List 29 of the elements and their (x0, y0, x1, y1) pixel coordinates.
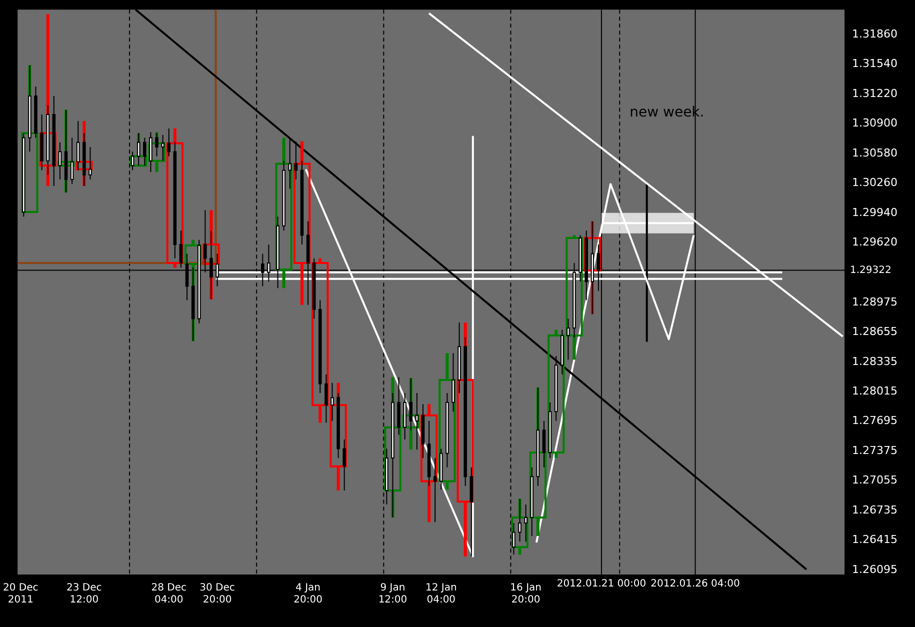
y-tick-label: 1.30580 (852, 146, 898, 160)
y-tick-label: 1.31220 (852, 86, 898, 100)
y-tick-label: 1.26415 (852, 533, 898, 546)
y-tick-label: 1.31540 (852, 57, 898, 70)
ref-line-label: 1.29322 (850, 264, 892, 276)
x-tick-label: 20 Dec 2011 (2, 582, 38, 606)
x-tick-label: 12 Jan 04:00 (425, 582, 457, 606)
y-tick-label: 1.26095 (852, 562, 898, 576)
ref-line-label: 2012.01.26 04:00 (650, 578, 740, 590)
y-tick-label: 1.27695 (852, 414, 898, 428)
x-tick-label: 28 Dec 04:00 (151, 582, 186, 606)
y-tick-label: 1.26735 (852, 503, 898, 516)
y-tick-label: 1.28975 (852, 295, 898, 308)
y-tick-label: 1.30900 (852, 116, 898, 130)
x-tick-label: 30 Dec 20:00 (200, 582, 235, 606)
ref-line-label: 2012.01.21 00:00 (556, 578, 646, 590)
x-tick-label: 4 Jan 20:00 (294, 582, 322, 606)
y-tick-label: 1.29940 (852, 206, 898, 219)
y-tick-label: 1.29620 (852, 235, 898, 248)
y-tick-label: 1.30260 (852, 176, 898, 190)
y-tick-label: 1.28015 (852, 384, 898, 398)
x-tick-label: 23 Dec 12:00 (66, 582, 102, 606)
y-tick-label: 1.31860 (852, 28, 898, 41)
y-tick-label: 1.28335 (852, 354, 898, 368)
y-tick-label: 1.27055 (852, 474, 898, 487)
x-tick-label: 16 Jan 20:00 (510, 582, 542, 606)
y-tick-label: 1.28655 (852, 325, 898, 338)
x-tick-label: 9 Jan 12:00 (378, 582, 408, 606)
y-tick-label: 1.27375 (852, 444, 898, 457)
